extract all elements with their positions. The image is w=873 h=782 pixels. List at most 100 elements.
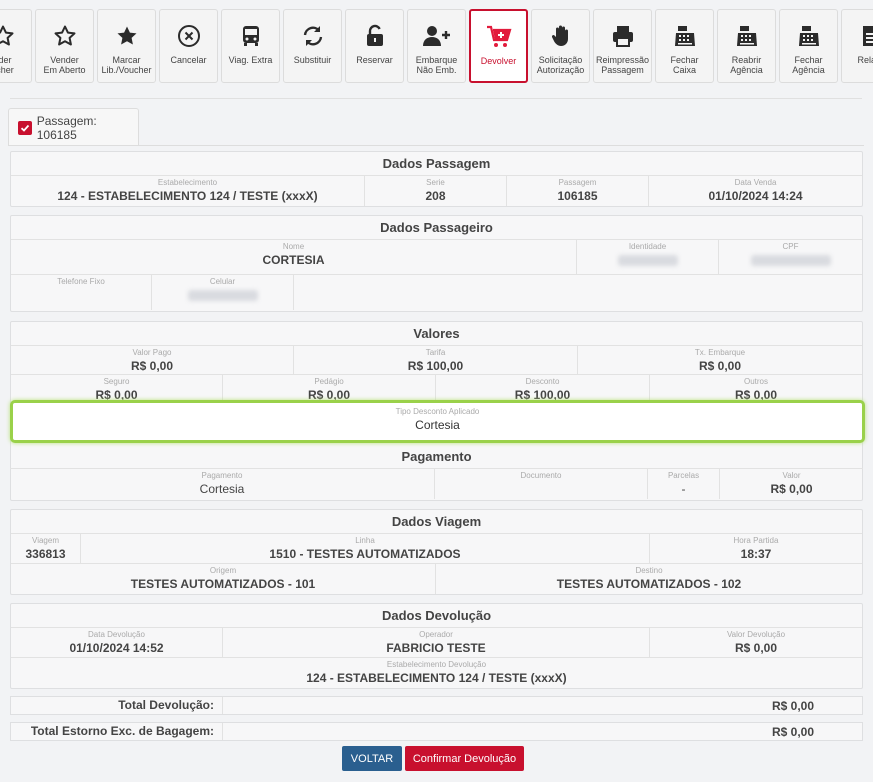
field-estab-devolucao: Estabelecimento Devolução 124 - ESTABELEC… bbox=[11, 658, 862, 688]
back-button[interactable]: VOLTAR bbox=[342, 746, 402, 771]
replace-button[interactable]: Substituir bbox=[283, 9, 342, 83]
field-value: R$ 100,00 bbox=[514, 388, 571, 402]
field-value: FABRICIO TESTE bbox=[386, 641, 486, 655]
total-devolucao-value: R$ 0,00 bbox=[771, 698, 814, 713]
field-nome: Nome CORTESIA bbox=[11, 240, 577, 274]
field-value: TESTES AUTOMATIZADOS - 101 bbox=[130, 577, 316, 591]
field-destino: Destino TESTES AUTOMATIZADOS - 102 bbox=[436, 564, 862, 594]
total-estorno-value: R$ 0,00 bbox=[771, 724, 814, 739]
field-valor-devolucao: Valor Devolução R$ 0,00 bbox=[650, 628, 862, 657]
toolbar-button-label: Substituir bbox=[293, 55, 332, 65]
close-agency-button[interactable]: Fechar Agência bbox=[779, 9, 838, 83]
mark-lib-voucher-button[interactable]: Marcar Lib./Voucher bbox=[97, 9, 156, 83]
tab-passagem[interactable]: Passagem: 106185 bbox=[8, 108, 139, 146]
field-caption: Serie bbox=[426, 178, 445, 187]
close-cashier-button[interactable]: Fechar Caixa bbox=[655, 9, 714, 83]
redacted-value bbox=[187, 290, 258, 301]
field-value: 336813 bbox=[25, 547, 66, 561]
field-value: Cortesia bbox=[199, 482, 245, 496]
empty-cell bbox=[294, 275, 862, 310]
confirm-return-button[interactable]: Confirmar Devolução bbox=[405, 746, 524, 771]
reports-button[interactable]: Relató bbox=[841, 9, 873, 83]
field-operador: Operador FABRICIO TESTE bbox=[223, 628, 650, 657]
field-caption: Hora Partida bbox=[733, 536, 779, 545]
field-viagem: Viagem 336813 bbox=[11, 534, 81, 563]
panel-title: Dados Passageiro bbox=[11, 216, 862, 240]
field-value: - bbox=[681, 482, 686, 496]
sell-open-button[interactable]: Vender Em Aberto bbox=[35, 9, 94, 83]
field-value: R$ 0,00 bbox=[130, 359, 174, 373]
panel-title: Pagamento bbox=[10, 445, 863, 469]
extra-trip-button[interactable]: Viag. Extra bbox=[221, 9, 280, 83]
sell-button[interactable]: nder ucher bbox=[0, 9, 32, 83]
return-button[interactable]: Devolver bbox=[469, 9, 528, 83]
field-data-devolucao: Data Devolução 01/10/2024 14:52 bbox=[11, 628, 223, 657]
field-pedagio: Pedágio R$ 0,00 bbox=[223, 375, 436, 405]
field-valor: Valor R$ 0,00 bbox=[720, 469, 863, 499]
field-origem: Origem TESTES AUTOMATIZADOS - 101 bbox=[11, 564, 436, 594]
field-caption: Seguro bbox=[103, 377, 130, 386]
field-outros: Outros R$ 0,00 bbox=[650, 375, 862, 405]
field-value: 106185 bbox=[557, 189, 598, 203]
field-caption: Estabelecimento Devolução bbox=[386, 660, 487, 669]
redacted-value bbox=[617, 255, 678, 266]
field-value: R$ 0,00 bbox=[734, 388, 778, 402]
tab-underline bbox=[8, 145, 864, 146]
panel-title: Dados Passagem bbox=[11, 152, 862, 176]
field-value: R$ 0,00 bbox=[698, 359, 742, 373]
panel-dados-viagem: Dados Viagem Viagem 336813 Linha 1510 - TE… bbox=[10, 509, 863, 595]
total-estorno-row: Total Estorno Exc. de Bagagem: R$ 0,00 bbox=[10, 722, 863, 741]
toolbar-button-label: Marcar Lib./Voucher bbox=[101, 55, 152, 75]
field-hora-partida: Hora Partida 18:37 bbox=[650, 534, 862, 563]
toolbar-button-label: Solicitação Autorização bbox=[536, 55, 585, 75]
field-caption: Valor Devolução bbox=[726, 630, 786, 639]
boarding-not-emb-button[interactable]: Embarque Não Emb. bbox=[407, 9, 466, 83]
field-identidade: Identidade bbox=[577, 240, 719, 274]
field-estabelecimento: Estabelecimento 124 - ESTABELECIMENTO 124… bbox=[11, 176, 365, 206]
field-value: 18:37 bbox=[740, 547, 772, 561]
field-caption: Documento bbox=[520, 471, 562, 480]
reprint-ticket-button[interactable]: Reimpressão Passagem bbox=[593, 9, 652, 83]
star-outline-icon bbox=[0, 23, 15, 49]
field-telefone: Telefone Fixo bbox=[11, 275, 152, 310]
cart-plus-icon bbox=[486, 24, 512, 50]
field-caption: Origem bbox=[209, 566, 237, 575]
toolbar-button-label: Vender Em Aberto bbox=[43, 55, 86, 75]
field-caption: Pedágio bbox=[314, 377, 344, 386]
field-value: Cortesia bbox=[415, 418, 460, 432]
field-caption: Outros bbox=[743, 377, 768, 386]
field-caption: Operador bbox=[419, 630, 453, 639]
field-value: R$ 0,00 bbox=[95, 388, 138, 402]
field-caption: Parcelas bbox=[667, 471, 700, 480]
sync-icon bbox=[301, 23, 325, 49]
field-value: R$ 100,00 bbox=[407, 359, 464, 373]
bus-icon bbox=[239, 23, 263, 49]
field-linha: Linha 1510 - TESTES AUTOMATIZADOS bbox=[81, 534, 650, 563]
user-plus-icon bbox=[422, 23, 452, 49]
reserve-button[interactable]: Reservar bbox=[345, 9, 404, 83]
field-value: 124 - ESTABELECIMENTO 124 / TESTE (xxxX) bbox=[306, 671, 567, 685]
field-value: 01/10/2024 14:52 bbox=[69, 641, 164, 655]
field-caption: Data Devolução bbox=[88, 630, 145, 639]
field-value: 124 - ESTABELECIMENTO 124 / TESTE (xxxX) bbox=[57, 189, 318, 203]
toolbar-button-label: Cancelar bbox=[170, 55, 207, 65]
field-caption: Tipo Desconto Aplicado bbox=[395, 407, 480, 416]
cancel-button[interactable]: Cancelar bbox=[159, 9, 218, 83]
reopen-agency-button[interactable]: Reabrir Agência bbox=[717, 9, 776, 83]
field-caption: Desconto bbox=[525, 377, 560, 386]
field-caption: Pagamento bbox=[201, 471, 243, 480]
cash-register-icon bbox=[797, 23, 821, 49]
action-toolbar: nder ucher Vender Em Aberto Marcar Lib./Vo… bbox=[0, 9, 873, 83]
field-pagamento: Pagamento Cortesia bbox=[10, 469, 435, 499]
check-icon bbox=[18, 120, 32, 135]
panel-title: Dados Devolução bbox=[11, 604, 862, 628]
field-serie: Serie 208 bbox=[365, 176, 507, 206]
field-caption: Telefone Fixo bbox=[57, 277, 105, 286]
field-value: R$ 0,00 bbox=[734, 641, 778, 655]
request-authorization-button[interactable]: Solicitação Autorização bbox=[531, 9, 590, 83]
field-tipo-desconto-highlight: Tipo Desconto Aplicado Cortesia bbox=[10, 400, 865, 443]
field-caption: CPF bbox=[782, 242, 799, 251]
toolbar-button-label: Reabrir Agência bbox=[730, 55, 763, 75]
field-valor-pago: Valor Pago R$ 0,00 bbox=[11, 346, 294, 374]
field-caption: Destino bbox=[635, 566, 663, 575]
